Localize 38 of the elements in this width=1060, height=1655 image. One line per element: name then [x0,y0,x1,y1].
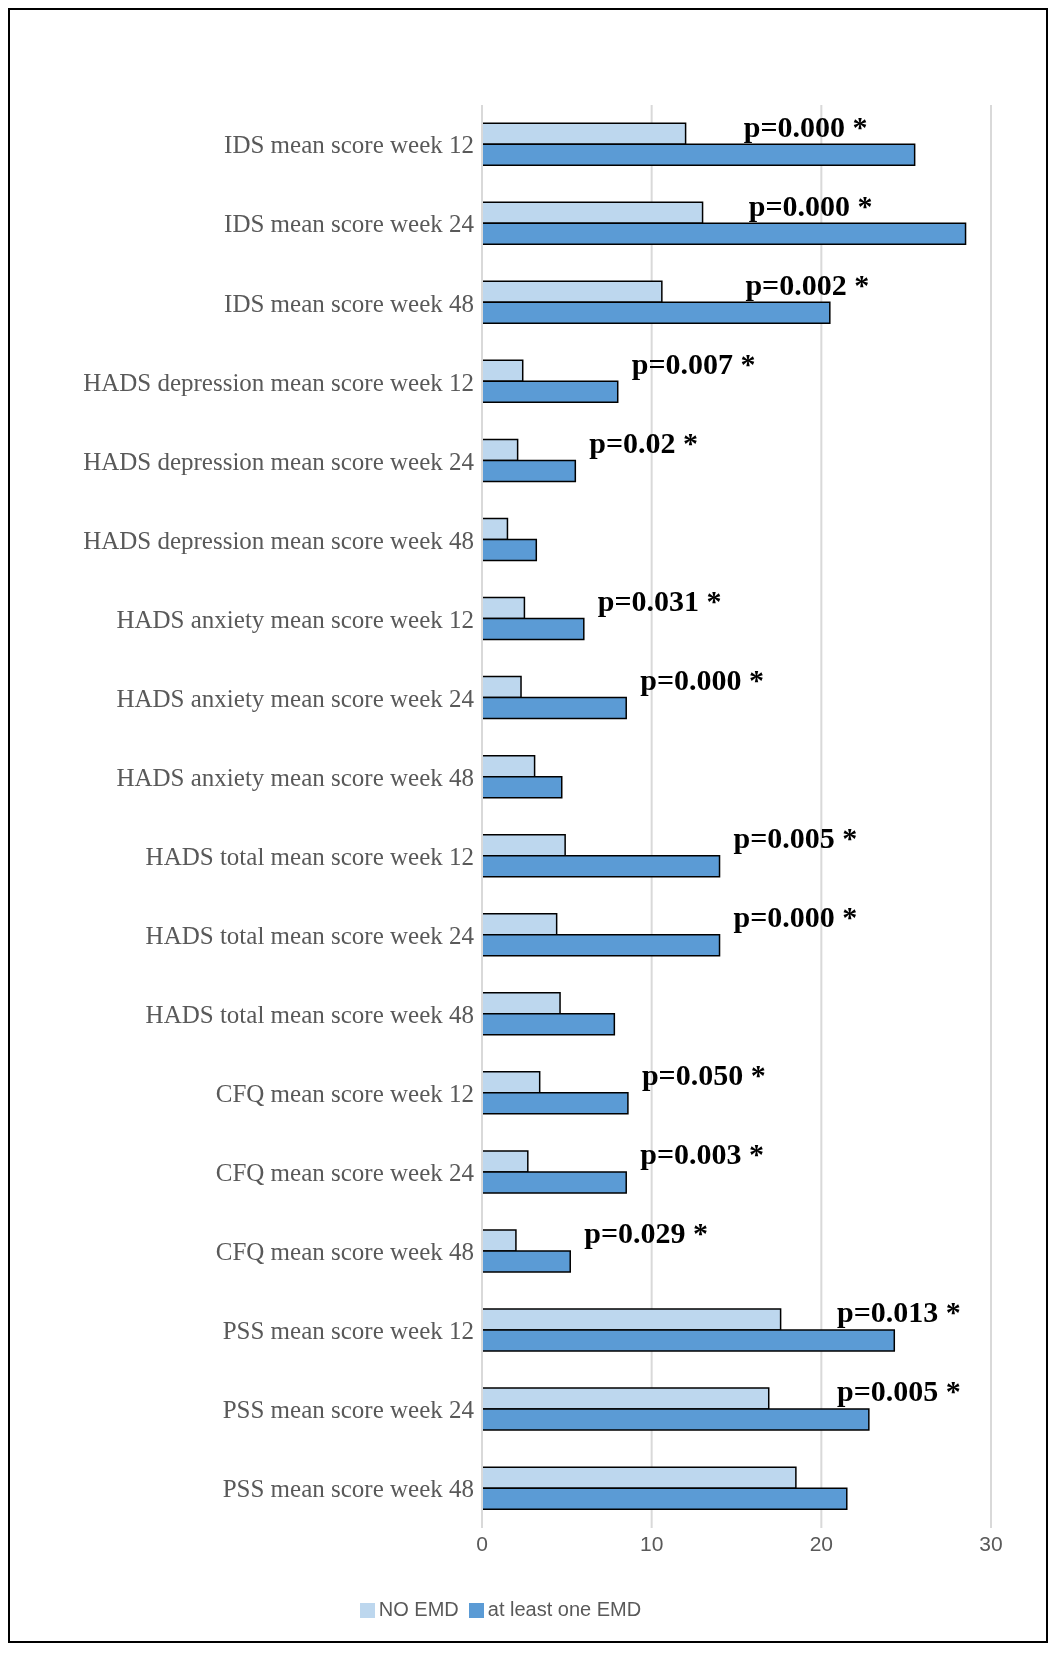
y-tick-label: PSS mean score week 48 [222,1475,474,1503]
y-tick-label: IDS mean score week 48 [224,289,474,317]
y-tick-label: CFQ mean score week 12 [215,1080,474,1108]
annotation: p=0.000 * [748,188,873,222]
annotation: p=0.002 * [745,267,870,301]
y-tick-label: HADS anxiety mean score week 48 [116,763,474,791]
y-tick-label: HADS total mean score week 12 [145,842,474,870]
annotation: p=0.000 * [733,900,858,934]
x-tick-label: 20 [809,1531,834,1555]
legend-label: NO EMD [378,1598,459,1620]
annotation: p=0.013 * [837,1295,961,1329]
y-tick-label: PSS mean score week 24 [222,1396,475,1424]
x-tick-label: 30 [979,1531,1003,1555]
annotation: p=0.003 * [640,1137,764,1171]
y-tick-label: HADS total mean score week 48 [145,1001,474,1029]
annotation: p=0.000 * [640,662,764,696]
annotation: p=0.031 * [597,583,722,617]
annotation: p=0.029 * [584,1216,709,1250]
annotation: p=0.005 * [733,821,858,855]
annotation: p=0.050 * [641,1058,766,1092]
y-tick-label: HADS total mean score week 24 [145,921,475,949]
y-tick-label: HADS anxiety mean score week 24 [116,684,475,712]
annotation: p=0.000 * [743,109,868,143]
y-tick-label: HADS depression mean score week 48 [83,526,474,554]
y-tick-label: IDS mean score week 24 [224,210,475,238]
x-tick-label: 10 [639,1531,664,1555]
x-tick-label: 0 [476,1531,488,1555]
y-tick-label: IDS mean score week 12 [224,131,474,159]
y-tick-label: CFQ mean score week 24 [215,1159,475,1187]
annotation: p=0.005 * [837,1374,961,1408]
annotation: p=0.02 * [589,425,699,459]
annotation: p=0.007 * [631,346,756,380]
y-tick-label: HADS depression mean score week 12 [83,368,474,396]
y-tick-label: HADS depression mean score week 24 [83,447,475,475]
y-tick-label: PSS mean score week 12 [222,1317,474,1345]
y-tick-label: HADS anxiety mean score week 12 [116,605,474,633]
y-tick-label: CFQ mean score week 48 [215,1238,474,1266]
legend-label: at least one EMD [487,1598,642,1620]
